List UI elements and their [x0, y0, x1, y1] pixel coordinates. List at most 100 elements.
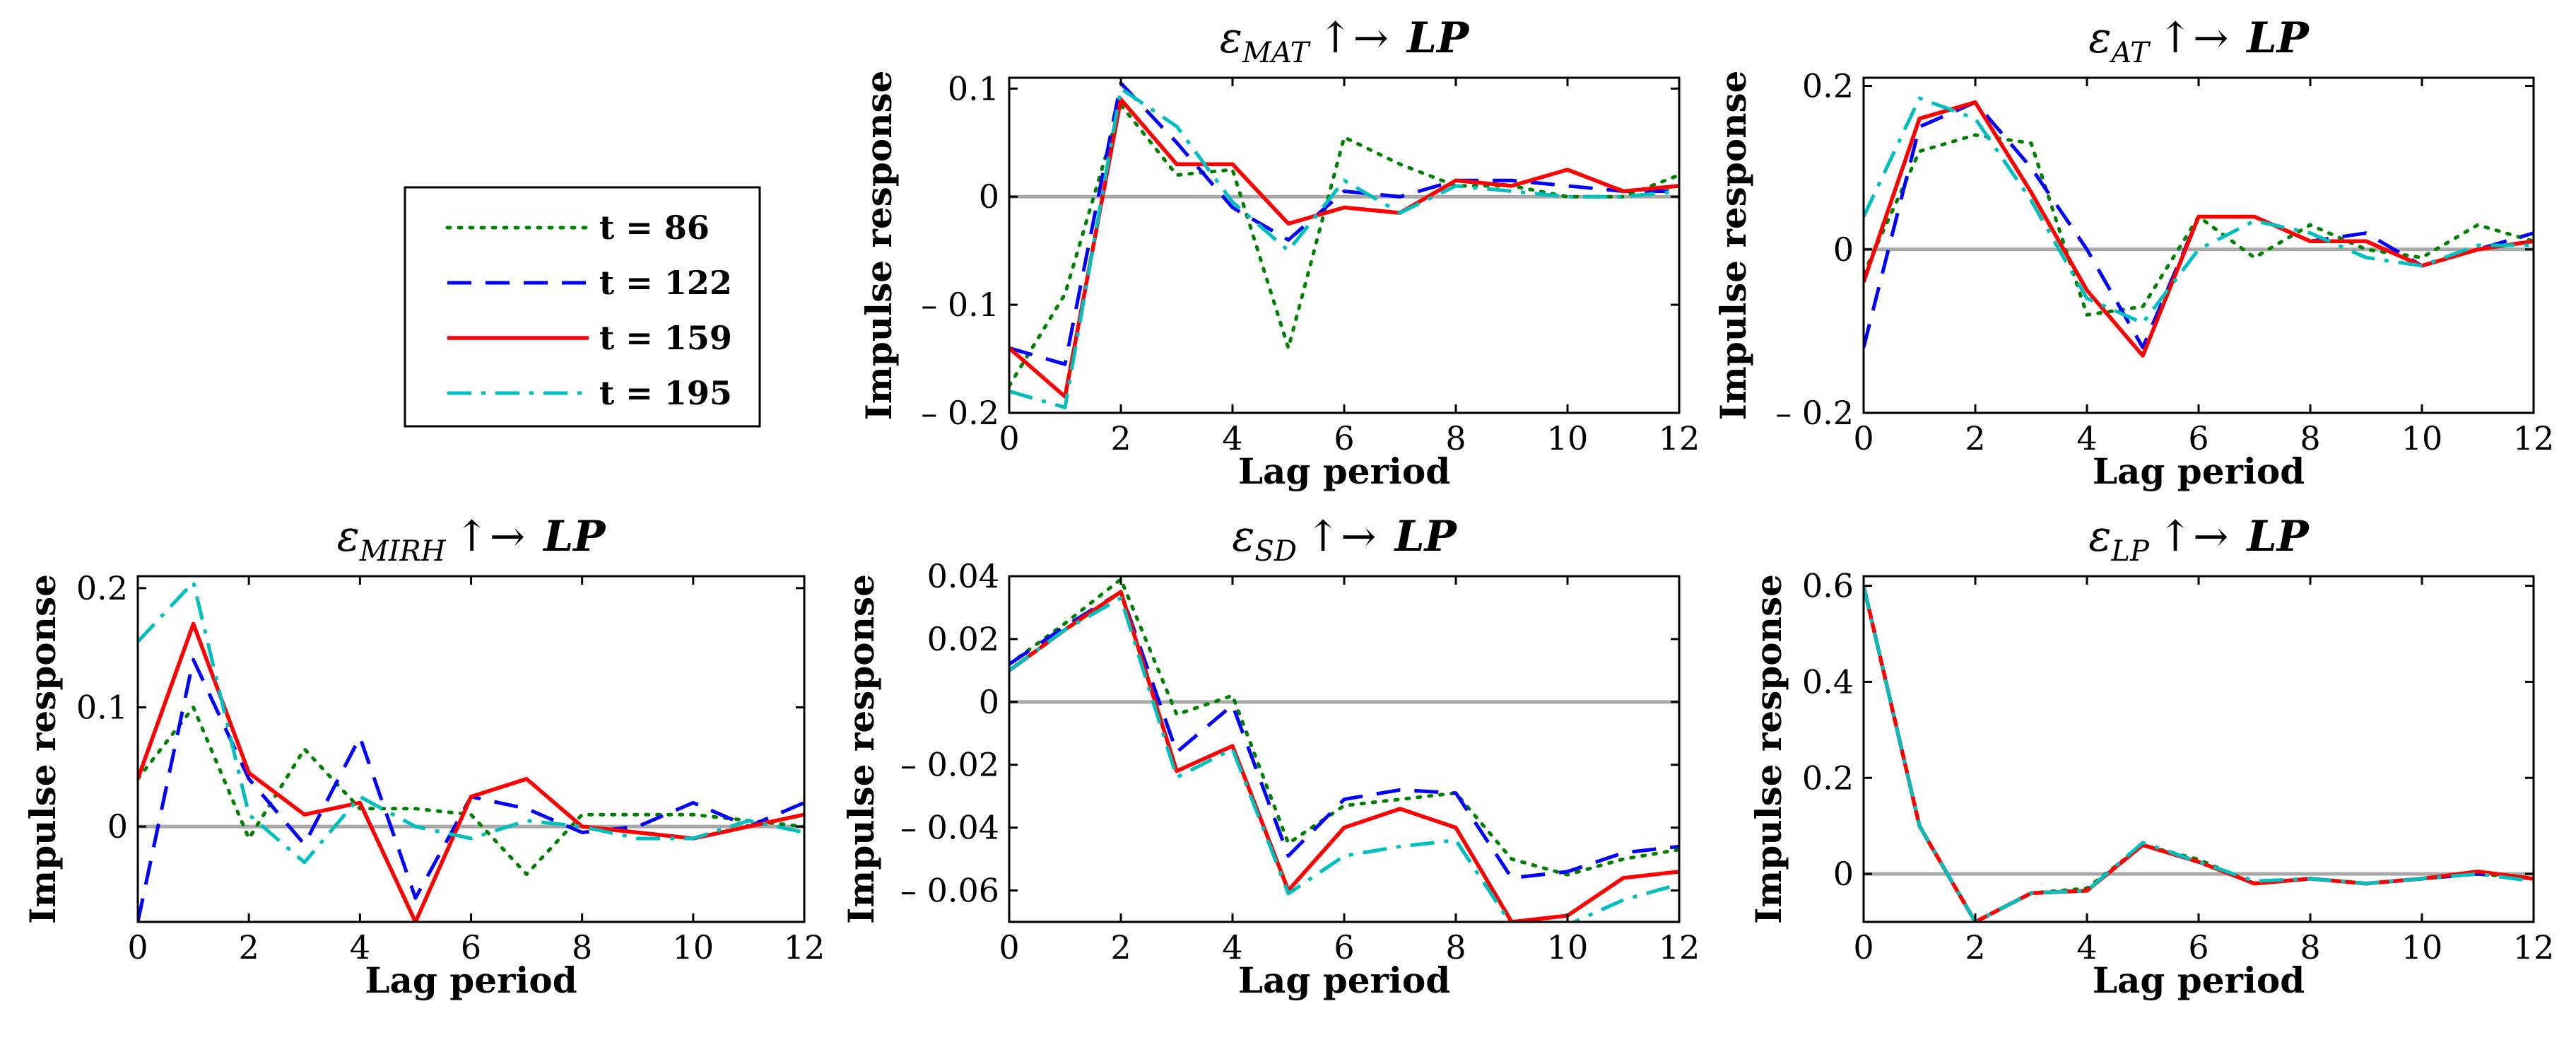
title-arrow: ↑→ [1317, 13, 1389, 63]
x-tick-label: 12 [1659, 419, 1700, 457]
y-tick-label: – 0.02 [900, 746, 999, 784]
panel-3: 0 2 4 6 8 10 12 0 0.1 0.2 Lag period Impulse respon… [22, 512, 825, 1001]
x-tick-label: 0 [999, 928, 1019, 966]
x-tick-label: 2 [239, 928, 259, 966]
series-group [138, 580, 804, 922]
x-tick-label: 8 [1445, 419, 1466, 457]
title-symbol: ε [2088, 512, 2111, 561]
x-tick-label: 10 [673, 928, 714, 966]
y-tick-label: 0.4 [1802, 662, 1854, 701]
title-target: LP [2245, 512, 2310, 561]
legend-label-3: t = 159 [599, 319, 732, 357]
y-tick-label: 0.6 [1802, 567, 1854, 605]
x-axis-label: Lag period [1238, 450, 1450, 492]
series-line-4 [1864, 96, 2534, 325]
title-arrow: ↑→ [2158, 13, 2229, 63]
title-subscript: AT [2108, 37, 2151, 69]
y-tick-label: 0.04 [927, 557, 999, 595]
x-tick-label: 8 [2300, 928, 2320, 966]
title-subscript: LP [2110, 535, 2150, 568]
x-tick-label: 4 [1222, 928, 1242, 966]
panel-5: 0 2 4 6 8 10 12 0 0.2 0.4 0.6 Lag period Impulse res… [1748, 512, 2554, 1001]
y-tick-label: 0 [979, 177, 999, 216]
y-tick-label: 0 [1833, 230, 1854, 269]
axes-box [1862, 575, 2535, 923]
y-tick-label: 0.02 [927, 620, 999, 658]
y-tick-label: 0.1 [76, 688, 128, 726]
series-group [1009, 81, 1679, 409]
series-line-2 [1009, 590, 1679, 880]
series-line-1 [138, 706, 804, 877]
y-axis-label: Impulse response [1712, 71, 1754, 421]
series-line-2 [1009, 81, 1679, 366]
series-line-1 [1864, 584, 2534, 922]
title-target: LP [542, 512, 606, 561]
chart-title: εMAT ↑→ LP [1220, 13, 1470, 69]
x-tick-label: 10 [2401, 419, 2443, 457]
series-line-4 [1009, 596, 1679, 922]
x-axis-label: Lag period [365, 959, 577, 1001]
legend-label-1: t = 86 [599, 209, 710, 247]
x-tick-label: 12 [2513, 419, 2555, 457]
series-line-3 [1864, 100, 2534, 358]
x-tick-label: 6 [2188, 928, 2209, 966]
series-line-4 [1009, 86, 1679, 409]
y-tick-label: – 0.2 [921, 394, 999, 432]
x-tick-label: 0 [999, 419, 1019, 457]
title-target: LP [1393, 512, 1457, 561]
y-tick-label: – 0.1 [921, 286, 999, 324]
x-tick-label: 4 [350, 928, 370, 966]
axes-box [1862, 76, 2535, 414]
y-tick-label: – 0.06 [900, 872, 999, 910]
title-subscript: MIRH [359, 535, 447, 568]
series-group [1864, 96, 2534, 358]
title-subscript: SD [1254, 535, 1296, 568]
series-line-3 [1009, 97, 1679, 399]
y-axis-label: Impulse response [840, 574, 882, 924]
panel-1: 0 2 4 6 8 10 12 – 0.2 – 0.1 0 0.1 Lag period Impulse… [858, 13, 1700, 492]
x-tick-label: 10 [1547, 419, 1589, 457]
x-tick-label: 8 [2300, 419, 2320, 457]
y-axis-label: Impulse response [1748, 574, 1789, 924]
title-arrow: ↑→ [2158, 512, 2229, 561]
series-line-4 [1864, 585, 2534, 922]
title-symbol: ε [1220, 13, 1242, 63]
title-symbol: ε [2088, 13, 2111, 63]
y-axis-label: Impulse response [22, 574, 64, 924]
legend: t = 86 t = 122 t = 159 t = 195 [404, 186, 761, 428]
chart-title: εAT ↑→ LP [2088, 13, 2310, 69]
x-tick-label: 6 [2188, 419, 2209, 457]
x-tick-label: 6 [1334, 419, 1354, 457]
series-line-3 [1864, 585, 2534, 922]
chart-title: εSD ↑→ LP [1232, 512, 1457, 568]
x-tick-label: 6 [1334, 928, 1354, 966]
y-tick-label: 0.2 [76, 569, 128, 607]
chart-title: εLP ↑→ LP [2088, 512, 2310, 568]
y-tick-label: 0.2 [1802, 67, 1854, 105]
x-tick-label: 12 [784, 928, 825, 966]
x-tick-label: 6 [461, 928, 481, 966]
x-tick-label: 2 [1965, 928, 1985, 966]
x-tick-label: 2 [1110, 928, 1131, 966]
x-tick-label: 0 [1853, 928, 1874, 966]
y-tick-label: 0 [107, 807, 128, 846]
series-line-1 [1864, 133, 2534, 317]
x-axis-label: Lag period [2093, 450, 2305, 492]
x-tick-label: 4 [2076, 928, 2097, 966]
series-line-2 [1864, 585, 2534, 922]
y-axis-label: Impulse response [858, 71, 900, 421]
y-tick-label: – 0.04 [900, 809, 999, 847]
title-subscript: MAT [1242, 37, 1312, 69]
title-symbol: ε [337, 512, 360, 561]
x-tick-label: 2 [1110, 419, 1131, 457]
y-tick-label: 0.1 [948, 69, 999, 107]
panel-4: 0 2 4 6 8 10 12 – 0.06 – 0.04 – 0.02 0 0.02 0.04 Lag … [840, 512, 1700, 1001]
title-target: LP [2245, 13, 2310, 63]
title-arrow: ↑→ [1305, 512, 1377, 561]
y-tick-label: 0 [1833, 855, 1854, 893]
axes-box [136, 575, 806, 923]
x-tick-label: 2 [1965, 419, 1985, 457]
x-tick-label: 0 [127, 928, 148, 966]
x-tick-label: 10 [2401, 928, 2443, 966]
